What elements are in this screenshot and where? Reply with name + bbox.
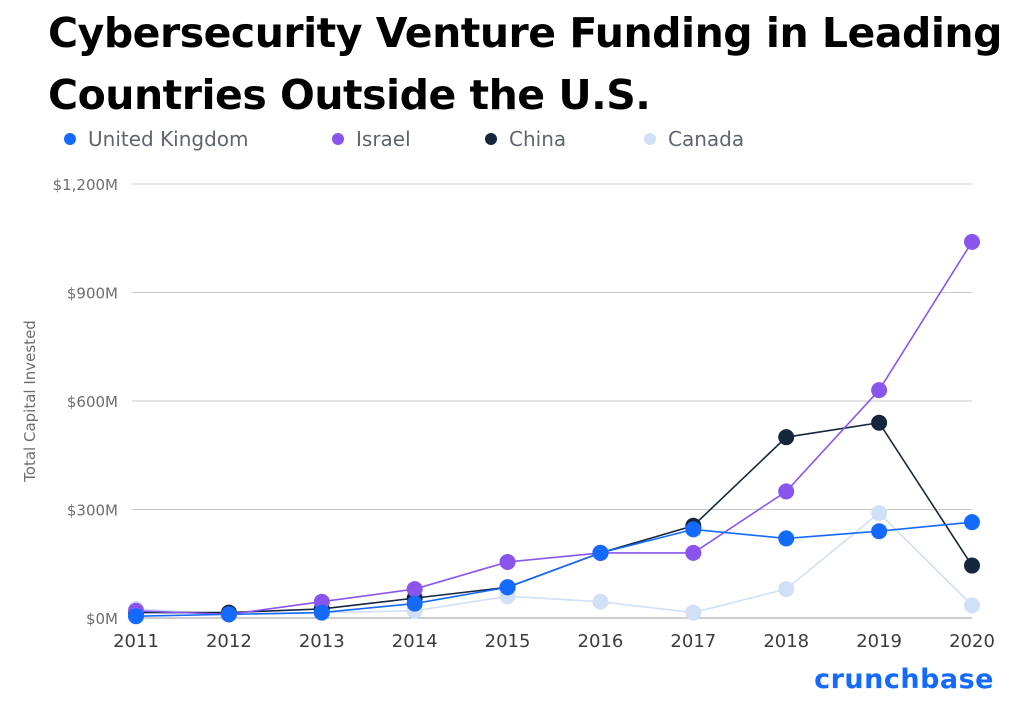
data-point [313,604,330,621]
legend-item: Israel [332,124,411,154]
x-tick-label: 2013 [299,631,345,652]
series-line [136,421,973,614]
x-tick-label: 2011 [113,631,159,652]
data-point [499,579,516,596]
data-point [964,514,980,531]
data-point [592,544,609,561]
x-tick-label: 2015 [485,631,531,652]
data-point [871,523,888,540]
x-tick-label: 2016 [578,631,624,652]
legend-swatch [64,133,76,145]
legend-item: Canada [644,124,744,154]
y-tick-label: $600M [67,393,118,411]
legend-item: China [485,124,566,154]
x-tick-label: 2017 [670,631,716,652]
x-tick-label: 2012 [206,631,252,652]
data-point [499,553,516,570]
legend-label: China [509,127,567,151]
data-point [128,608,144,625]
x-tick-label: 2019 [856,631,902,652]
data-point [220,606,237,623]
y-tick-label: $1,200M [53,176,118,194]
legend-swatch [644,133,656,145]
y-tick-label: $900M [67,285,118,303]
legend-swatch [485,133,497,145]
data-point [871,505,888,522]
series-line [135,521,973,617]
data-point [778,581,795,598]
y-tick-label: $0M [86,610,118,628]
data-point [406,581,423,598]
data-point [964,557,980,574]
legend-label: United Kingdom [88,127,249,151]
data-point [871,414,888,431]
x-tick-label: 2014 [392,631,438,652]
data-point [778,483,795,500]
legend-label: Canada [668,127,745,151]
chart-title-line-1: Cybersecurity Venture Funding in Leading [48,9,1002,57]
data-point [592,593,609,610]
legend-item: United Kingdom [64,124,249,154]
series-line [135,241,973,616]
data-point [778,429,795,446]
y-axis-label: Total Capital Invested [21,320,39,483]
legend-swatch [332,133,344,145]
data-point [964,597,980,614]
series-line [135,512,973,616]
legend-label: Israel [356,127,411,151]
x-tick-label: 2018 [763,631,809,652]
x-tick-label: 2020 [949,631,995,652]
data-point [685,604,702,621]
chart-title: Cybersecurity Venture Funding in Leading… [48,2,1008,126]
chart-title-line-2: Countries Outside the U.S. [48,71,651,119]
data-point [406,595,423,612]
data-point [685,544,702,561]
data-point [871,382,888,399]
y-tick-label: $300M [67,502,118,520]
data-point [964,233,980,250]
data-point [778,530,795,547]
brand-logo: crunchbase [814,664,994,695]
data-point [685,521,702,538]
